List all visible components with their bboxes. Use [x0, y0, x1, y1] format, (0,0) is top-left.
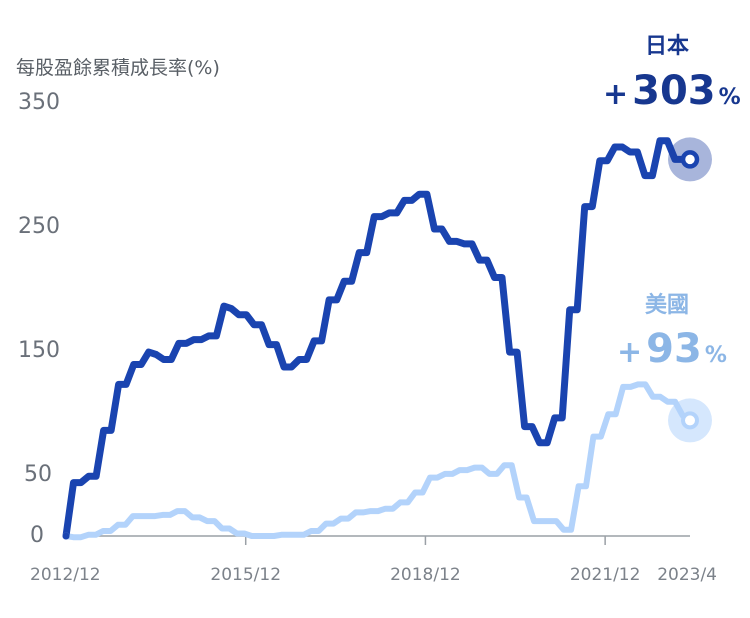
japan-value-sign: + [603, 77, 628, 112]
series-line-us [63, 381, 693, 541]
japan-value-number: 303 [632, 68, 716, 114]
end-marker-japan [680, 150, 700, 169]
x-tick-label: 2023/4 [657, 565, 717, 585]
end-marker-us [681, 411, 699, 430]
series-end-markers [62, 137, 712, 540]
x-tick-label: 2015/12 [210, 565, 281, 585]
us-value-sign: + [617, 335, 642, 370]
series-value-us: +93% [617, 326, 727, 372]
x-tick-label: 2012/12 [30, 565, 101, 585]
y-tick-label-0: 0 [30, 523, 44, 548]
x-axis-ticks: 2012/12 2015/12 2018/12 2021/12 2023/4 [30, 536, 717, 585]
start-point-japan [62, 532, 70, 540]
y-tick-label-150: 150 [18, 338, 60, 363]
us-value-number: 93 [646, 326, 702, 372]
japan-value-unit: % [719, 85, 741, 110]
y-axis-title: 每股盈餘累積成長率(%) [16, 57, 220, 79]
y-tick-label-50: 50 [24, 462, 52, 487]
series-line-japan [62, 137, 694, 540]
x-tick-label: 2018/12 [390, 565, 461, 585]
y-tick-label-250: 250 [18, 214, 60, 239]
series-lines [62, 137, 694, 541]
series-label-us: 美國 [645, 292, 689, 318]
x-tick-label: 2021/12 [570, 565, 641, 585]
series-value-japan: +303% [603, 68, 741, 114]
us-value-unit: % [705, 343, 727, 368]
y-tick-label-350: 350 [18, 90, 60, 115]
series-label-japan: 日本 [645, 34, 689, 59]
